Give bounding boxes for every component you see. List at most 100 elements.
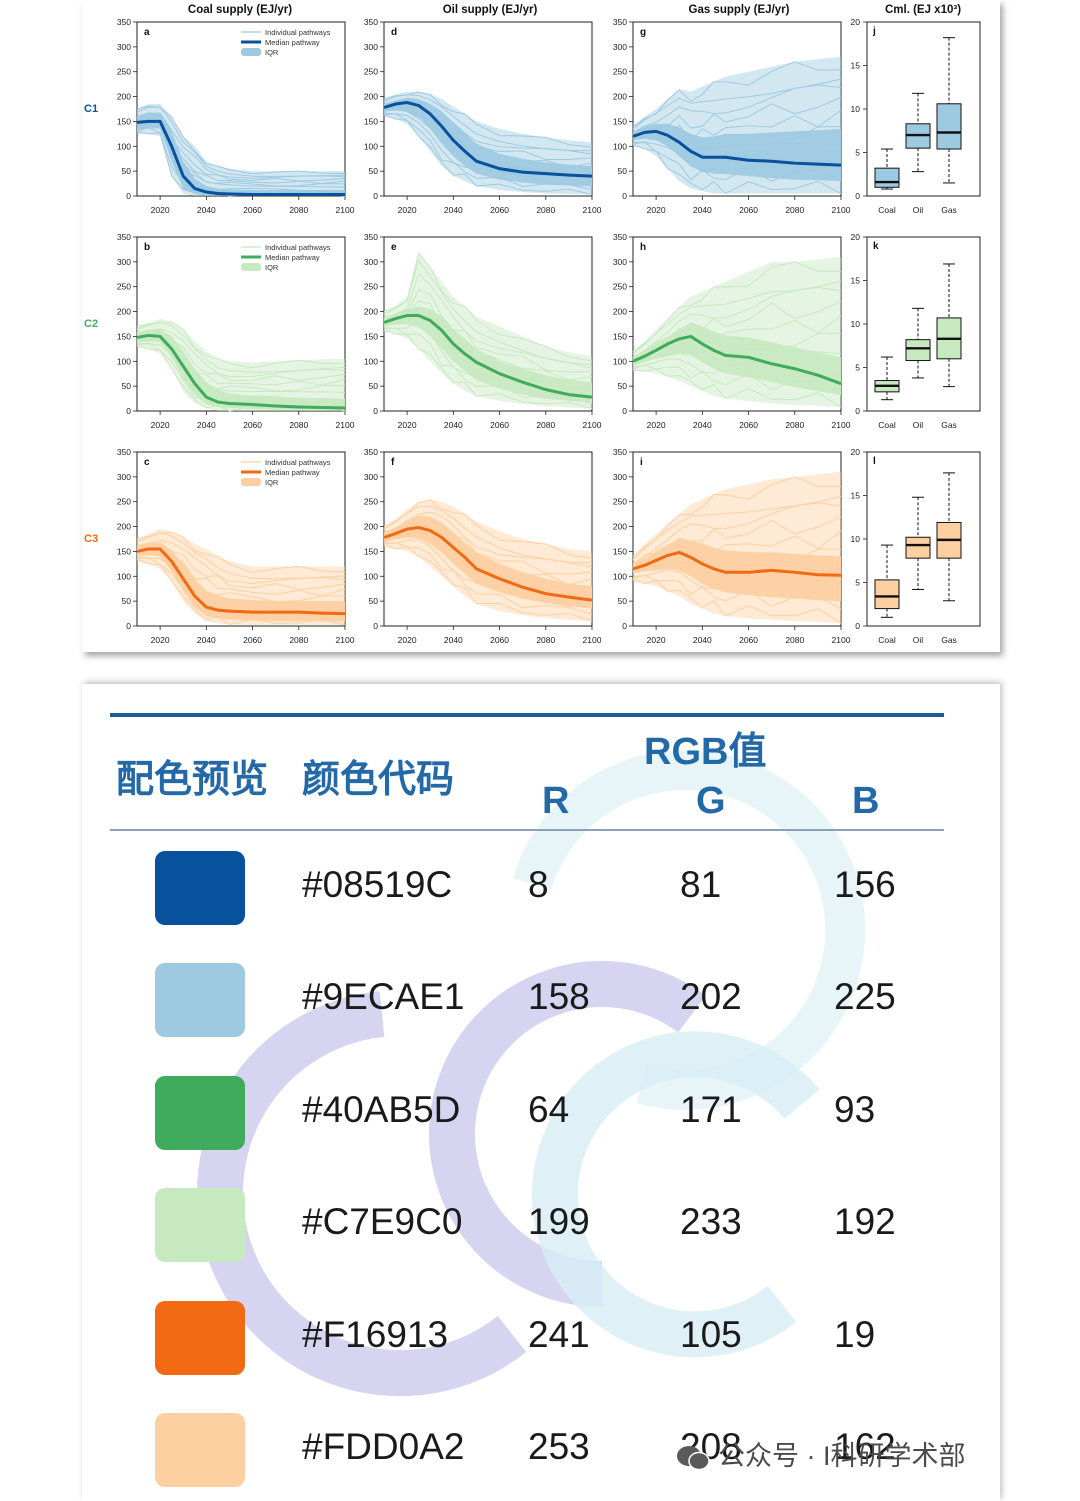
header-preview: 配色预览 — [116, 759, 269, 801]
y-tick-label: 150 — [613, 116, 627, 126]
color-swatch — [155, 1188, 245, 1262]
individual-pathway — [383, 91, 593, 148]
median-pathway — [383, 314, 593, 399]
y-tick-label: 0 — [855, 406, 860, 416]
y-tick-label: 0 — [855, 191, 860, 201]
individual-pathway — [383, 252, 593, 362]
column-title: Cml. (EJ x10³) — [885, 4, 961, 16]
y-tick-label: 300 — [117, 472, 131, 482]
box-category-label: Oil — [913, 420, 924, 430]
figure-card: Coal supply (EJ/yr) Oil supply (EJ/yr) Gas… — [82, 0, 1000, 652]
panel-e: 0 50 100 150 200 250 300 350 2020 2040 2060 2080 210… — [364, 232, 602, 430]
x-tick-label: 2060 — [243, 635, 262, 645]
watermark-logo — [197, 750, 866, 1397]
y-tick-label: 350 — [364, 232, 378, 242]
individual-pathway — [136, 531, 346, 574]
y-tick-label: 150 — [117, 546, 131, 556]
box-category-label: Coal — [878, 635, 896, 645]
x-tick-label: 2060 — [490, 635, 509, 645]
y-tick-label: 5 — [855, 363, 860, 373]
y-tick-label: 5 — [855, 148, 860, 158]
y-tick-label: 150 — [613, 546, 627, 556]
box-iqr — [905, 339, 931, 362]
color-swatch — [155, 851, 245, 925]
median-pathway — [383, 526, 593, 602]
y-tick-label: 0 — [622, 406, 627, 416]
panel-letter: k — [873, 241, 879, 252]
y-tick-label: 250 — [117, 497, 131, 507]
x-tick-label: 2060 — [739, 635, 758, 645]
panel-letter: i — [640, 457, 643, 468]
y-tick-label: 350 — [613, 447, 627, 457]
individual-pathway — [632, 476, 842, 557]
x-tick-label: 2020 — [647, 635, 666, 645]
y-tick-label: 50 — [122, 166, 132, 176]
individual-pathway — [632, 368, 842, 408]
x-tick-label: 2020 — [647, 420, 666, 430]
y-tick-label: 250 — [364, 67, 378, 77]
rgb-r-value: 199 — [528, 1201, 590, 1242]
panel-letter: a — [144, 27, 150, 38]
panel-b: 0 50 100 150 200 250 300 350 2020 2040 2060 2080 210… — [117, 232, 355, 430]
x-tick-label: 2040 — [444, 635, 463, 645]
y-tick-label: 350 — [117, 17, 131, 27]
y-tick-label: 10 — [851, 319, 861, 329]
row-label: C1 — [84, 103, 98, 115]
watermark: 公众号 · I科研学术部 — [676, 1434, 966, 1473]
iqr-band — [384, 306, 592, 403]
x-tick-label: 2100 — [583, 205, 602, 215]
y-tick-label: 200 — [364, 307, 378, 317]
panel-letter: j — [872, 26, 876, 37]
legend-label: IQR — [265, 48, 279, 57]
y-tick-label: 350 — [613, 232, 627, 242]
y-tick-label: 250 — [364, 282, 378, 292]
individual-pathway — [136, 321, 346, 369]
median-pathway — [136, 547, 346, 616]
individual-pathway — [383, 113, 593, 191]
x-tick-label: 2020 — [151, 205, 170, 215]
iqr-band — [384, 515, 592, 609]
y-tick-label: 200 — [613, 92, 627, 102]
y-tick-label: 50 — [122, 596, 132, 606]
legend-swatch-iqr — [241, 263, 261, 271]
median-pathway — [632, 550, 842, 577]
x-tick-label: 2060 — [490, 420, 509, 430]
x-tick-label: 2020 — [151, 635, 170, 645]
palette-table-background — [110, 713, 944, 1397]
palette-table-card: 配色预览 颜色代码 RGB值 R G B #08519C 8 81 156 #9ECAE… — [82, 684, 1000, 1501]
pathways-envelope — [384, 251, 592, 409]
rgb-r-value: 158 — [528, 976, 590, 1017]
x-tick-label: 2100 — [832, 635, 851, 645]
x-tick-label: 2060 — [739, 205, 758, 215]
x-tick-label: 2040 — [693, 635, 712, 645]
y-tick-label: 150 — [117, 116, 131, 126]
boxplot-panel: 0 5 10 15 20 j Coal Oil Gas — [851, 17, 981, 215]
color-swatch — [155, 963, 245, 1037]
y-tick-label: 150 — [613, 331, 627, 341]
y-tick-label: 350 — [364, 17, 378, 27]
y-tick-label: 0 — [855, 621, 860, 631]
y-tick-label: 300 — [364, 42, 378, 52]
panel-letter: f — [391, 457, 395, 468]
y-tick-label: 50 — [369, 381, 379, 391]
individual-pathway — [383, 329, 593, 409]
iqr-band — [633, 123, 841, 182]
y-tick-label: 20 — [851, 17, 861, 27]
y-tick-label: 300 — [117, 257, 131, 267]
header-rgb: RGB值 — [644, 731, 767, 773]
legend-label: Individual pathways — [265, 28, 331, 37]
y-tick-label: 100 — [364, 356, 378, 366]
individual-pathway — [632, 287, 842, 358]
y-tick-label: 50 — [369, 596, 379, 606]
y-tick-label: 0 — [373, 621, 378, 631]
panel-i: 0 50 100 150 200 250 300 350 2020 2040 2060 2080 210… — [613, 447, 851, 645]
y-tick-label: 50 — [122, 381, 132, 391]
legend-label: Median pathway — [265, 468, 320, 477]
legend-label: Median pathway — [265, 253, 320, 262]
rgb-g-value: 233 — [680, 1201, 742, 1242]
box-category-label: Coal — [878, 205, 896, 215]
panel-f: 0 50 100 150 200 250 300 350 2020 2040 2060 2080 210… — [364, 447, 602, 645]
individual-pathway — [632, 578, 842, 624]
rgb-b-value: 192 — [834, 1201, 896, 1242]
rgb-b-value: 225 — [834, 976, 896, 1017]
